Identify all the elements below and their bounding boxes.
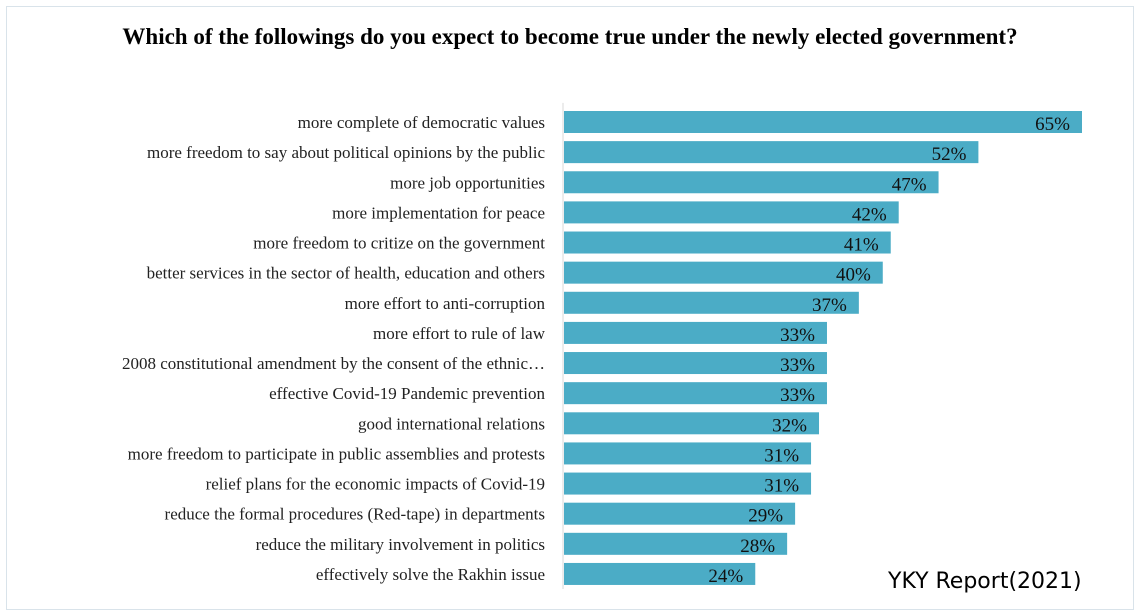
value-label: 41% xyxy=(844,235,879,256)
bars-group: more complete of democratic values 65% mor… xyxy=(122,111,1082,587)
bar xyxy=(564,412,820,435)
bar xyxy=(564,141,979,164)
category-label: reduce the military involvement in polit… xyxy=(256,535,545,554)
category-label: better services in the sector of health,… xyxy=(147,264,545,283)
bar xyxy=(564,502,796,525)
bar xyxy=(564,442,812,465)
bar xyxy=(564,171,939,194)
value-label: 32% xyxy=(772,415,807,436)
category-label: more implementation for peace xyxy=(332,203,545,222)
bar xyxy=(564,201,899,224)
category-label: effective Covid-19 Pandemic prevention xyxy=(269,384,545,403)
category-label: relief plans for the economic impacts of… xyxy=(206,475,545,494)
value-label: 24% xyxy=(708,566,743,587)
category-label: more freedom to participate in public as… xyxy=(128,444,545,463)
bar xyxy=(564,231,891,254)
category-label: good international relations xyxy=(358,414,545,433)
category-label: 2008 constitutional amendment by the con… xyxy=(122,354,545,373)
category-label: more complete of democratic values xyxy=(298,113,545,132)
value-label: 28% xyxy=(740,536,775,557)
value-label: 37% xyxy=(812,295,847,316)
bar xyxy=(564,111,1082,133)
bar xyxy=(564,261,883,284)
value-label: 33% xyxy=(780,385,815,406)
bar xyxy=(564,472,812,495)
value-label: 31% xyxy=(764,445,799,466)
category-label: more job opportunities xyxy=(390,173,545,192)
category-label: more freedom to say about political opin… xyxy=(147,143,545,162)
category-label: reduce the formal procedures (Red-tape) … xyxy=(165,505,545,524)
value-label: 42% xyxy=(852,204,887,225)
bar xyxy=(564,382,827,405)
category-label: more effort to rule of law xyxy=(373,324,546,343)
value-label: 29% xyxy=(748,506,783,527)
source-note: YKY Report(2021) xyxy=(888,569,1082,594)
value-label: 47% xyxy=(892,174,927,195)
value-label: 31% xyxy=(764,476,799,497)
category-label: more effort to anti-corruption xyxy=(345,294,546,313)
chart-title: Which of the followings do you expect to… xyxy=(122,24,1018,49)
value-label: 33% xyxy=(780,325,815,346)
bar xyxy=(564,532,788,555)
value-label: 65% xyxy=(1035,114,1070,135)
category-label: more freedom to critize on the governmen… xyxy=(253,234,545,253)
bar xyxy=(564,562,756,585)
bar xyxy=(564,321,827,344)
bar xyxy=(564,352,827,375)
category-label: effectively solve the Rakhin issue xyxy=(316,565,545,584)
value-label: 40% xyxy=(836,265,871,286)
value-label: 33% xyxy=(780,355,815,376)
bar xyxy=(564,291,859,314)
value-label: 52% xyxy=(932,144,967,165)
